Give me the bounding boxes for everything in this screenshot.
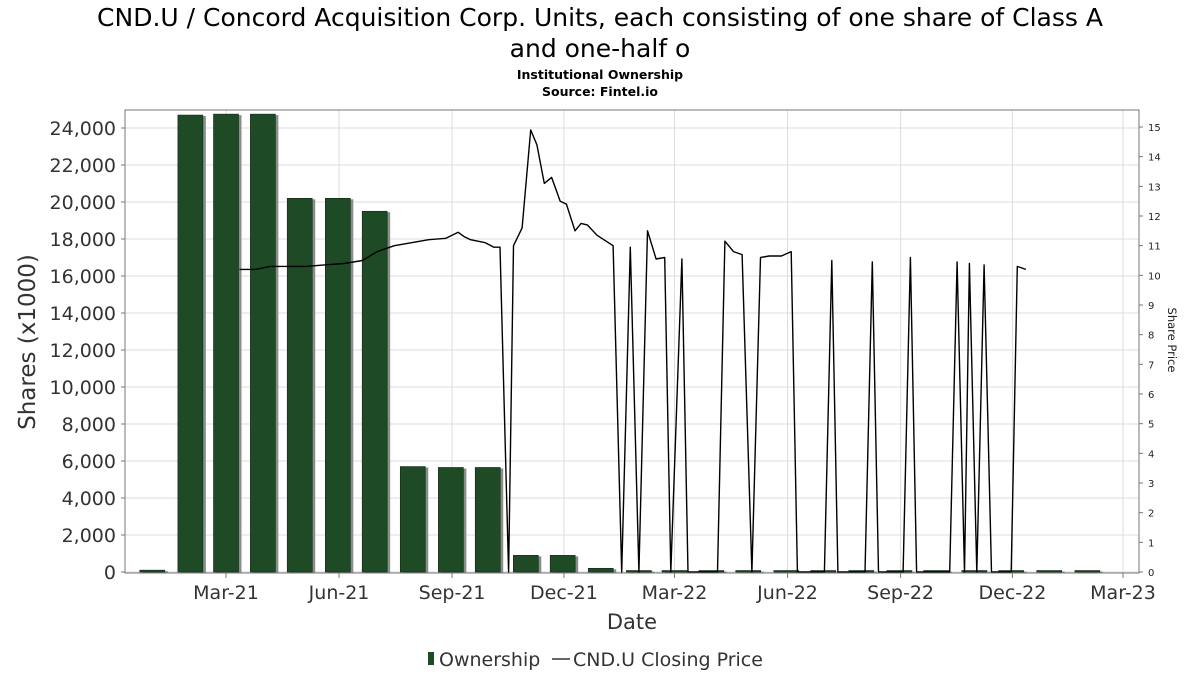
axes: 0 2,000 4,000 6,000 8,000 10,000 12,000 14,000 1…	[50, 118, 1161, 604]
legend-ownership-label: Ownership	[439, 649, 540, 671]
x-tick-label: Mar-23	[1090, 582, 1156, 604]
plot-frame	[124, 109, 1140, 574]
y-tick-label: 20,000	[50, 192, 116, 214]
chart-source: Source: Fintel.io	[542, 84, 658, 99]
ownership-bar	[735, 570, 762, 573]
y2-tick-label: 7	[1148, 360, 1154, 371]
chart-title-line-2: and one-half o	[509, 34, 691, 63]
ownership-bar	[286, 198, 313, 573]
x-tick-label: Jun-21	[308, 582, 370, 604]
ownership-bar	[961, 570, 988, 573]
y2-tick-label: 14	[1148, 153, 1161, 164]
x-tick-label: Mar-22	[642, 582, 708, 604]
y2-tick-label: 3	[1148, 479, 1154, 490]
y2-tick-label: 15	[1148, 123, 1161, 134]
y2-tick-label: 10	[1148, 271, 1161, 282]
y-tick-label: 16,000	[50, 266, 116, 288]
x-tick-label: Dec-22	[979, 582, 1047, 604]
ownership-bar	[1036, 570, 1063, 573]
y-tick-label: 14,000	[50, 303, 116, 325]
ownership-bar	[361, 210, 388, 573]
y2-tick-label: 4	[1148, 449, 1154, 460]
y2-tick-label: 9	[1148, 301, 1154, 312]
closing-price-line	[239, 129, 1027, 573]
ownership-bar	[213, 113, 239, 573]
y2-tick-label: 2	[1148, 509, 1154, 520]
ownership-bar	[549, 555, 576, 573]
y-tick-label: 0	[104, 562, 116, 584]
ownership-bar	[587, 567, 614, 573]
ownership-bars	[139, 113, 1103, 574]
y-tick-label: 24,000	[50, 118, 116, 140]
x-tick-label: Sep-21	[419, 582, 486, 604]
chart-subtitle: Institutional Ownership	[516, 67, 684, 82]
ownership-bar	[325, 198, 351, 573]
ownership-bar	[438, 467, 464, 573]
y-tick-label: 12,000	[50, 340, 116, 362]
ownership-bar	[177, 114, 204, 573]
x-tick-label: Mar-21	[193, 582, 259, 604]
ownership-bar	[773, 570, 800, 573]
y-tick-label: 22,000	[50, 155, 116, 177]
y-tick-label: 10,000	[50, 377, 116, 399]
legend-price-label: CND.U Closing Price	[573, 649, 763, 671]
ownership-bar	[1074, 570, 1101, 573]
y2-tick-label: 5	[1148, 420, 1154, 431]
y2-axis-label: Share Price	[1165, 308, 1179, 373]
closing-price-polyline	[239, 129, 1027, 573]
ownership-bar	[474, 467, 501, 573]
ownership-bar	[139, 569, 166, 573]
y2-tick-label: 8	[1148, 331, 1154, 342]
y2-tick-label: 11	[1148, 242, 1161, 253]
y-tick-label: 2,000	[62, 525, 116, 547]
y2-tick-label: 0	[1148, 568, 1154, 579]
y-tick-label: 6,000	[62, 451, 116, 473]
y-tick-label: 18,000	[50, 229, 116, 251]
y2-tick-label: 12	[1148, 212, 1161, 223]
x-tick-label: Jun-22	[756, 582, 818, 604]
legend-ownership-swatch	[428, 652, 434, 665]
y-tick-label: 4,000	[62, 488, 116, 510]
ownership-bar	[250, 113, 276, 573]
x-tick-label: Dec-21	[530, 582, 598, 604]
y2-tick-label: 13	[1148, 182, 1161, 193]
x-axis-label: Date	[607, 610, 657, 634]
ownership-bar	[513, 555, 539, 573]
x-tick-label: Sep-22	[867, 582, 934, 604]
legend: Ownership CND.U Closing Price	[428, 649, 763, 671]
ownership-bar	[399, 466, 426, 573]
y-axis-label: Shares (x1000)	[15, 254, 41, 430]
chart-title-line-1: CND.U / Concord Acquisition Corp. Units,…	[97, 3, 1103, 32]
y-tick-label: 8,000	[62, 414, 116, 436]
ownership-bar	[661, 570, 688, 573]
y2-tick-label: 1	[1148, 538, 1154, 549]
y2-tick-label: 6	[1148, 390, 1154, 401]
